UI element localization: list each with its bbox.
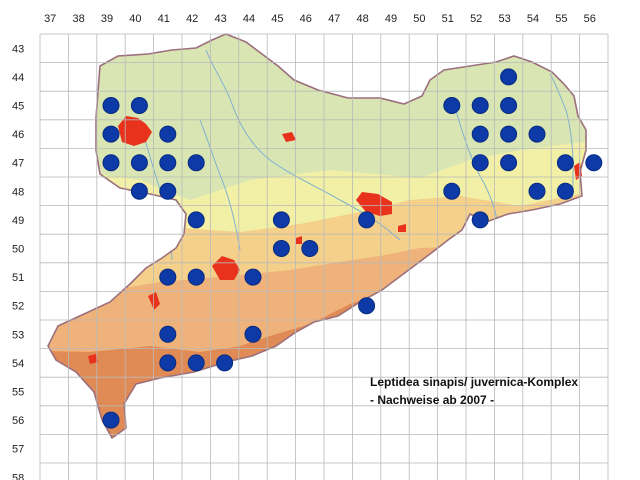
city-plauen (88, 354, 98, 364)
x-tick-label: 49 (385, 13, 397, 25)
y-tick-label: 46 (12, 129, 24, 141)
map-title-line2: - Nachweise ab 2007 - (370, 393, 494, 407)
y-tick-label: 49 (12, 215, 24, 227)
record-points (102, 68, 603, 429)
record-dot (358, 297, 376, 315)
record-dot (358, 211, 376, 229)
record-dot (443, 182, 461, 200)
record-dot (130, 154, 148, 172)
x-tick-label: 52 (470, 13, 482, 25)
record-dot (159, 325, 177, 343)
y-tick-label: 45 (12, 101, 24, 113)
record-dot (187, 154, 205, 172)
y-tick-label: 56 (12, 415, 24, 427)
record-dot (272, 240, 290, 257)
x-axis-labels: 37 38 39 40 41 42 43 44 45 46 47 48 49 50 51 52 53 54 55 56 (44, 13, 596, 25)
y-tick-label: 44 (12, 72, 24, 84)
x-tick-label: 56 (584, 13, 596, 25)
record-dot (102, 411, 120, 429)
y-tick-label: 55 (12, 387, 24, 399)
x-tick-label: 55 (555, 13, 567, 25)
y-tick-label: 48 (12, 186, 24, 198)
record-dot (471, 211, 489, 229)
record-dot (187, 354, 205, 372)
record-dot (130, 182, 148, 200)
city-chemnitz (212, 256, 240, 280)
cities (88, 116, 582, 364)
x-tick-label: 42 (186, 13, 198, 25)
record-dot (500, 97, 518, 114)
record-dot (471, 154, 489, 172)
map-grid (39, 33, 609, 480)
city-freiberg (296, 236, 302, 244)
record-dot (471, 125, 489, 143)
record-dot (443, 97, 461, 114)
river-neisse (549, 73, 574, 201)
y-tick-label: 53 (12, 329, 24, 341)
record-dot (528, 125, 546, 143)
x-tick-label: 53 (498, 13, 510, 25)
x-tick-label: 46 (300, 13, 312, 25)
record-dot (159, 182, 177, 200)
record-dot (301, 240, 319, 257)
x-tick-label: 54 (527, 13, 539, 25)
record-dot (500, 68, 518, 86)
river-elbe (205, 49, 401, 241)
record-dot (500, 154, 518, 172)
city-dresden (356, 192, 392, 216)
record-dot (187, 268, 205, 286)
record-dot (216, 354, 234, 372)
x-tick-label: 38 (72, 13, 84, 25)
y-tick-label: 58 (12, 472, 24, 480)
record-dot (585, 154, 603, 172)
record-dot (556, 182, 574, 200)
record-dot (471, 97, 489, 114)
river-mulde (199, 119, 241, 251)
record-dot (500, 125, 518, 143)
record-dot (556, 154, 574, 172)
x-tick-label: 48 (356, 13, 368, 25)
city-riesa (282, 132, 296, 142)
record-dot (102, 125, 120, 143)
record-dot (159, 154, 177, 172)
record-dot (159, 268, 177, 286)
x-tick-label: 50 (413, 13, 425, 25)
x-tick-label: 39 (101, 13, 113, 25)
x-tick-label: 43 (214, 13, 226, 25)
record-dot (528, 182, 546, 200)
map-title-line1: Leptidea sinapis/ juvernica-Komplex (370, 375, 578, 389)
y-tick-label: 47 (12, 158, 24, 170)
x-tick-label: 51 (442, 13, 454, 25)
y-tick-label: 54 (12, 358, 24, 370)
y-tick-label: 51 (12, 272, 24, 284)
record-dot (272, 211, 290, 229)
x-tick-label: 47 (328, 13, 340, 25)
record-dot (244, 325, 262, 343)
x-tick-label: 40 (129, 13, 141, 25)
record-dot (187, 211, 205, 229)
record-dot (130, 97, 148, 114)
city-leipzig (118, 116, 152, 146)
x-tick-label: 37 (44, 13, 56, 25)
city-pirna (398, 224, 406, 232)
x-tick-label: 41 (158, 13, 170, 25)
y-tick-label: 57 (12, 444, 24, 456)
record-dot (102, 97, 120, 114)
record-dot (159, 125, 177, 143)
y-tick-label: 50 (12, 244, 24, 256)
x-tick-label: 44 (243, 13, 255, 25)
x-tick-label: 45 (271, 13, 283, 25)
record-dot (159, 354, 177, 372)
y-tick-label: 52 (12, 301, 24, 313)
y-axis-labels: 43 44 45 46 47 48 49 50 51 52 53 54 55 56 57 58 (12, 43, 24, 480)
record-dot (244, 268, 262, 286)
y-tick-label: 43 (12, 43, 24, 55)
record-dot (102, 154, 120, 172)
